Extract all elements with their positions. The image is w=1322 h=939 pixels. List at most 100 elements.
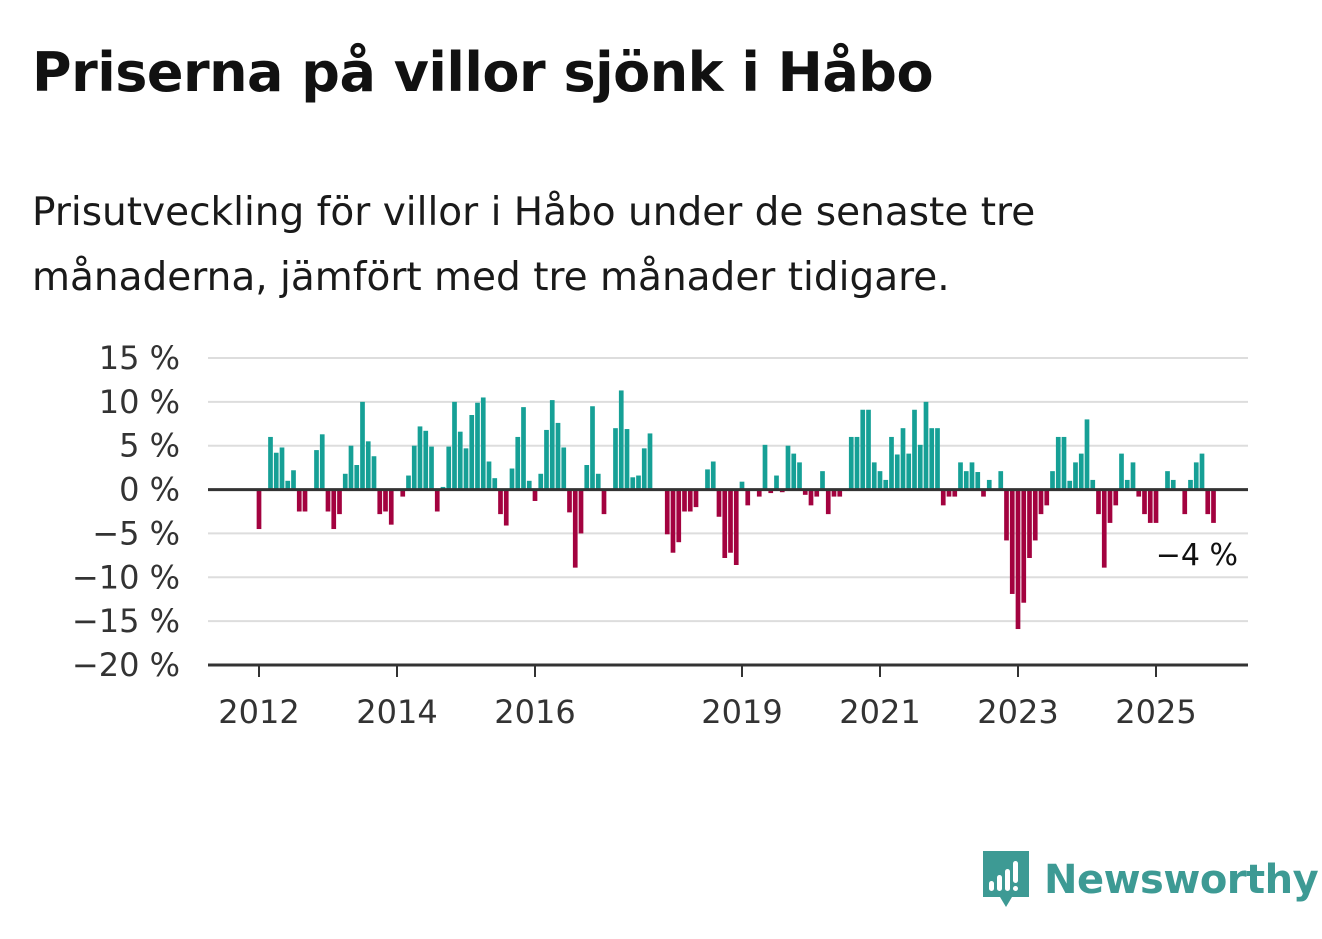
bar [411,445,417,490]
bar [664,489,670,535]
bar [745,489,751,506]
bar [526,480,532,490]
bar [486,461,492,490]
bar [417,426,423,490]
bar [883,479,889,490]
bar [360,401,365,490]
bar [342,473,348,490]
bar [1090,479,1096,490]
bar [1211,489,1216,523]
bar [641,448,647,490]
bar [1136,489,1142,497]
bar [319,434,325,490]
x-tick-label: 2021 [839,693,920,731]
bar [595,473,601,490]
bar [331,489,337,530]
bar [860,409,866,490]
bar [578,489,584,534]
bar [1130,462,1136,490]
bar [825,489,831,515]
x-tick-label: 2012 [218,693,299,731]
bar [986,479,992,490]
bar [687,489,693,512]
bar [728,489,733,553]
bar [894,454,900,490]
bar [515,436,521,490]
bar [1015,489,1021,630]
bar [434,489,440,512]
x-tick-label: 2025 [1115,693,1196,731]
bar [1038,489,1044,515]
bar [521,407,526,490]
bar [906,453,912,490]
bar [935,428,940,490]
bar [802,489,808,495]
bar [509,468,515,490]
bar [1061,436,1067,490]
bar [532,489,538,501]
bar [1153,489,1159,523]
y-tick-label: 5 % [119,427,180,465]
bar [1142,489,1147,515]
bar [613,428,618,490]
bar [969,462,975,490]
bar [561,447,567,490]
x-tick-label: 2014 [356,693,437,731]
chart-subtitle: Prisutveckling för villor i Håbo under d… [32,190,1036,300]
bars [256,390,1216,630]
bar [1119,453,1124,490]
bar [636,475,641,490]
bar [1078,453,1084,490]
brand-name: Newsworthy [1044,857,1319,903]
bar [963,471,969,490]
gridlines [208,357,1248,623]
bar [981,489,986,497]
y-tick-label: 0 % [119,471,180,509]
bar [383,489,388,512]
bar [273,452,279,490]
bar [1050,471,1055,490]
bar [722,489,728,558]
bar [733,489,739,565]
bar [676,489,682,543]
bar [1101,489,1107,568]
bar [1188,479,1193,490]
bar [314,450,319,490]
bar [325,489,331,512]
bar [814,489,820,497]
bar [549,400,555,490]
bar [423,430,429,490]
bar [900,428,906,490]
bar [820,471,825,490]
y-tick-label: −5 % [92,514,180,552]
bar [1032,489,1038,541]
bar [831,489,837,497]
bar [1182,489,1188,515]
tick-labels: 15 % 10 % 5 % 0 % −5 % −10 % −15 % −20 % 2012 201… [72,339,1197,731]
bar [618,390,624,490]
bar [791,453,797,490]
bar [268,436,273,490]
y-tick-label: 15 % [99,339,180,377]
bar [808,489,814,506]
bar [1021,489,1027,603]
bar [371,456,377,490]
bar [682,489,687,512]
bar [877,471,883,490]
x-tick-label: 2016 [494,693,575,731]
bar [1165,471,1170,490]
y-tick-label: −10 % [72,558,180,596]
bar [774,475,779,490]
bar [480,397,486,490]
bar [256,489,262,530]
bar [889,436,894,490]
bar [1027,489,1032,558]
bar [785,445,791,490]
bar [469,415,475,490]
bar [929,428,935,490]
bar [1096,489,1101,515]
axes [208,488,1248,677]
bar [475,402,480,490]
bar [463,448,469,490]
bar [670,489,676,553]
